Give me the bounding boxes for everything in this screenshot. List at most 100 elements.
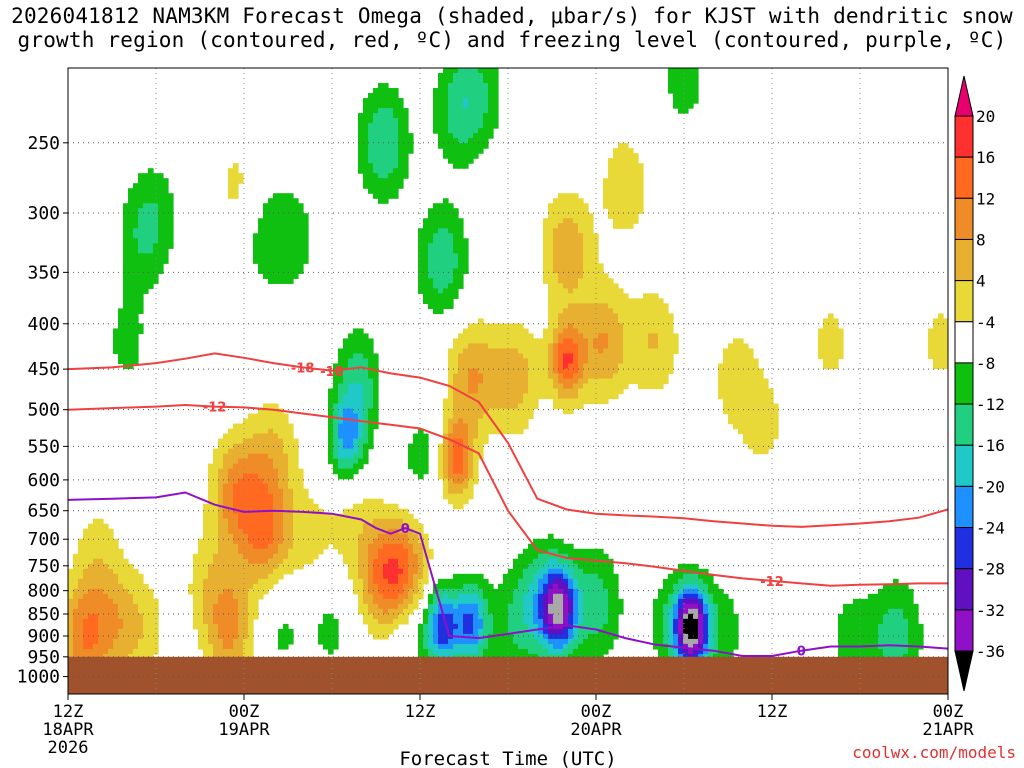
omega-cell — [603, 313, 609, 319]
omega-cell — [463, 603, 469, 610]
omega-cell — [133, 198, 139, 204]
omega-cell — [763, 418, 769, 425]
omega-cell — [438, 128, 444, 134]
omega-cell — [348, 353, 354, 360]
omega-cell — [588, 608, 594, 615]
omega-cell — [648, 348, 654, 355]
omega-cell — [638, 298, 644, 304]
omega-cell — [378, 573, 384, 580]
omega-cell — [703, 593, 709, 600]
omega-cell — [648, 373, 654, 380]
omega-cell — [213, 523, 219, 530]
omega-cell — [663, 328, 669, 335]
omega-cell — [383, 533, 389, 540]
omega-cell — [563, 228, 569, 234]
omega-cell — [548, 373, 554, 380]
omega-cell — [188, 588, 194, 595]
omega-cell — [228, 613, 234, 620]
omega-cell — [73, 603, 79, 610]
omega-cell — [408, 148, 414, 154]
omega-cell — [858, 603, 864, 610]
omega-cell — [498, 378, 504, 385]
omega-cell — [593, 568, 599, 575]
omega-cell — [598, 318, 604, 325]
omega-cell — [233, 173, 239, 179]
omega-cell — [453, 443, 459, 450]
omega-cell — [258, 483, 264, 490]
omega-cell — [198, 538, 204, 545]
omega-cell — [568, 213, 574, 219]
omega-cell — [253, 438, 259, 445]
omega-cell — [528, 568, 534, 575]
omega-cell — [143, 243, 149, 249]
omega-cell — [578, 603, 584, 610]
omega-cell — [618, 363, 624, 370]
omega-cell — [363, 398, 369, 405]
omega-cell — [473, 478, 479, 485]
omega-cell — [228, 608, 234, 615]
omega-cell — [733, 348, 739, 355]
omega-cell — [478, 123, 484, 129]
omega-cell — [353, 468, 359, 475]
omega-cell — [598, 393, 604, 400]
omega-cell — [403, 603, 409, 610]
omega-cell — [748, 418, 754, 425]
omega-cell — [443, 293, 449, 299]
omega-cell — [708, 578, 714, 585]
omega-cell — [98, 583, 104, 590]
omega-cell — [558, 563, 564, 570]
omega-cell — [363, 368, 369, 375]
omega-cell — [133, 328, 139, 335]
omega-cell — [518, 383, 524, 390]
omega-cell — [463, 478, 469, 485]
omega-cell — [543, 583, 549, 590]
omega-cell — [118, 578, 124, 585]
omega-cell — [148, 243, 154, 249]
omega-cell — [458, 578, 464, 585]
omega-cell — [508, 373, 514, 380]
omega-cell — [358, 348, 364, 355]
omega-cell — [548, 553, 554, 560]
omega-cell — [603, 183, 609, 189]
omega-cell — [463, 448, 469, 455]
omega-cell — [443, 138, 449, 144]
omega-cell — [268, 483, 274, 490]
omega-cell — [593, 243, 599, 249]
omega-cell — [593, 578, 599, 585]
omega-cell — [393, 593, 399, 600]
omega-cell — [503, 368, 509, 375]
omega-cell — [503, 358, 509, 365]
omega-cell — [638, 313, 644, 319]
omega-cell — [703, 573, 709, 580]
omega-cell — [463, 483, 469, 490]
omega-cell — [443, 198, 449, 204]
omega-cell — [268, 488, 274, 495]
omega-cell — [878, 613, 884, 620]
omega-cell — [343, 528, 349, 535]
omega-cell — [253, 433, 259, 440]
omega-cell — [508, 343, 514, 350]
omega-cell — [473, 403, 479, 410]
omega-cell — [573, 588, 579, 595]
omega-cell — [513, 413, 519, 420]
omega-cell — [548, 288, 554, 294]
omega-cell — [213, 603, 219, 610]
omega-cell — [303, 518, 309, 525]
omega-cell — [693, 578, 699, 585]
omega-cell — [123, 358, 129, 365]
omega-cell — [668, 603, 674, 610]
omega-cell — [88, 553, 94, 560]
omega-cell — [448, 303, 454, 309]
omega-cell — [363, 178, 369, 184]
omega-cell — [583, 568, 589, 575]
omega-cell — [228, 533, 234, 540]
omega-cell — [428, 283, 434, 289]
omega-cell — [273, 253, 279, 259]
omega-cell — [463, 418, 469, 425]
omega-cell — [458, 88, 464, 94]
omega-cell — [543, 328, 549, 335]
omega-cell — [93, 613, 99, 620]
omega-cell — [448, 128, 454, 134]
omega-cell — [483, 608, 489, 615]
omega-cell — [393, 188, 399, 194]
